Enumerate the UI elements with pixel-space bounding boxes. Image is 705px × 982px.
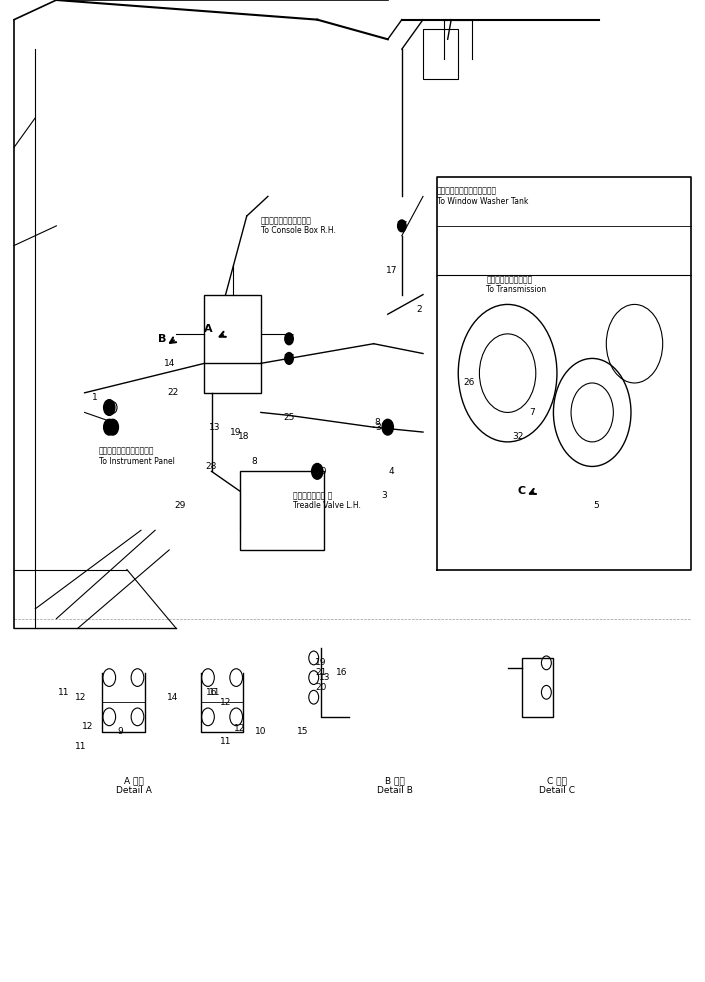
Text: トランスミッションへ
To Transmission: トランスミッションへ To Transmission [486, 275, 546, 295]
Text: C 詳細
Detail C: C 詳細 Detail C [539, 776, 575, 795]
Circle shape [312, 464, 323, 479]
Text: トレドルバルブ 左
Treadle Valve L.H.: トレドルバルブ 左 Treadle Valve L.H. [293, 491, 360, 511]
Text: ウィンドウォッシャタンクへ
To Window Washer Tank: ウィンドウォッシャタンクへ To Window Washer Tank [437, 187, 529, 206]
Text: 8: 8 [374, 417, 380, 427]
Text: 32: 32 [513, 432, 524, 442]
Text: 2: 2 [417, 304, 422, 314]
Text: 12: 12 [234, 724, 245, 734]
Text: 19: 19 [315, 658, 326, 668]
Text: C: C [517, 486, 526, 496]
Bar [204, 295, 261, 393]
Bar [423, 29, 458, 79]
Circle shape [285, 353, 293, 364]
Text: 1: 1 [92, 393, 98, 403]
Text: 6: 6 [314, 471, 320, 481]
Text: 18: 18 [238, 432, 249, 442]
Text: 12: 12 [75, 692, 87, 702]
Text: 20: 20 [315, 682, 326, 692]
Text: 25: 25 [283, 412, 295, 422]
Text: 29: 29 [174, 501, 185, 511]
Text: 13: 13 [209, 422, 221, 432]
Text: B: B [158, 334, 166, 344]
Text: 8: 8 [251, 457, 257, 466]
Text: 14: 14 [167, 692, 178, 702]
Text: インスツルメントパネルへ
To Instrument Panel: インスツルメントパネルへ To Instrument Panel [99, 447, 175, 466]
Text: 22: 22 [167, 388, 178, 398]
Circle shape [104, 419, 115, 435]
Bar [240, 471, 324, 550]
Text: B 詳細
Detail B: B 詳細 Detail B [377, 776, 412, 795]
Text: 11: 11 [209, 687, 221, 697]
Text: 7: 7 [529, 408, 535, 417]
Text: 4: 4 [388, 466, 394, 476]
Text: 16: 16 [206, 687, 217, 697]
Text: 27: 27 [283, 334, 295, 344]
Text: 3: 3 [381, 491, 387, 501]
Text: 12: 12 [82, 722, 94, 732]
Circle shape [382, 419, 393, 435]
Circle shape [285, 333, 293, 345]
Text: 9: 9 [117, 727, 123, 736]
Text: 28: 28 [206, 462, 217, 471]
Text: 11: 11 [75, 741, 87, 751]
Text: 13: 13 [319, 673, 330, 682]
Text: 16: 16 [336, 668, 348, 678]
Text: コンソールボックス治へ
To Console Box R.H.: コンソールボックス治へ To Console Box R.H. [261, 216, 336, 236]
Circle shape [398, 220, 406, 232]
Text: 21: 21 [315, 668, 326, 678]
Text: 27: 27 [283, 354, 295, 363]
Text: 15: 15 [298, 727, 309, 736]
Text: 5: 5 [593, 501, 599, 511]
Bar [522, 658, 553, 717]
Text: 19: 19 [231, 427, 242, 437]
Text: 24: 24 [104, 403, 115, 412]
Text: A: A [204, 324, 212, 334]
Text: 27: 27 [396, 221, 407, 231]
Text: 31: 31 [375, 422, 386, 432]
Circle shape [107, 419, 118, 435]
Text: 10: 10 [255, 727, 266, 736]
Text: 17: 17 [386, 265, 397, 275]
Text: 12: 12 [220, 697, 231, 707]
Text: 23: 23 [104, 422, 115, 432]
Text: 11: 11 [220, 736, 231, 746]
Text: 30: 30 [315, 466, 326, 476]
Text: A 詳細
Detail A: A 詳細 Detail A [116, 776, 152, 795]
Text: 26: 26 [463, 378, 474, 388]
Circle shape [104, 400, 115, 415]
Text: 11: 11 [58, 687, 69, 697]
Text: 14: 14 [164, 358, 175, 368]
